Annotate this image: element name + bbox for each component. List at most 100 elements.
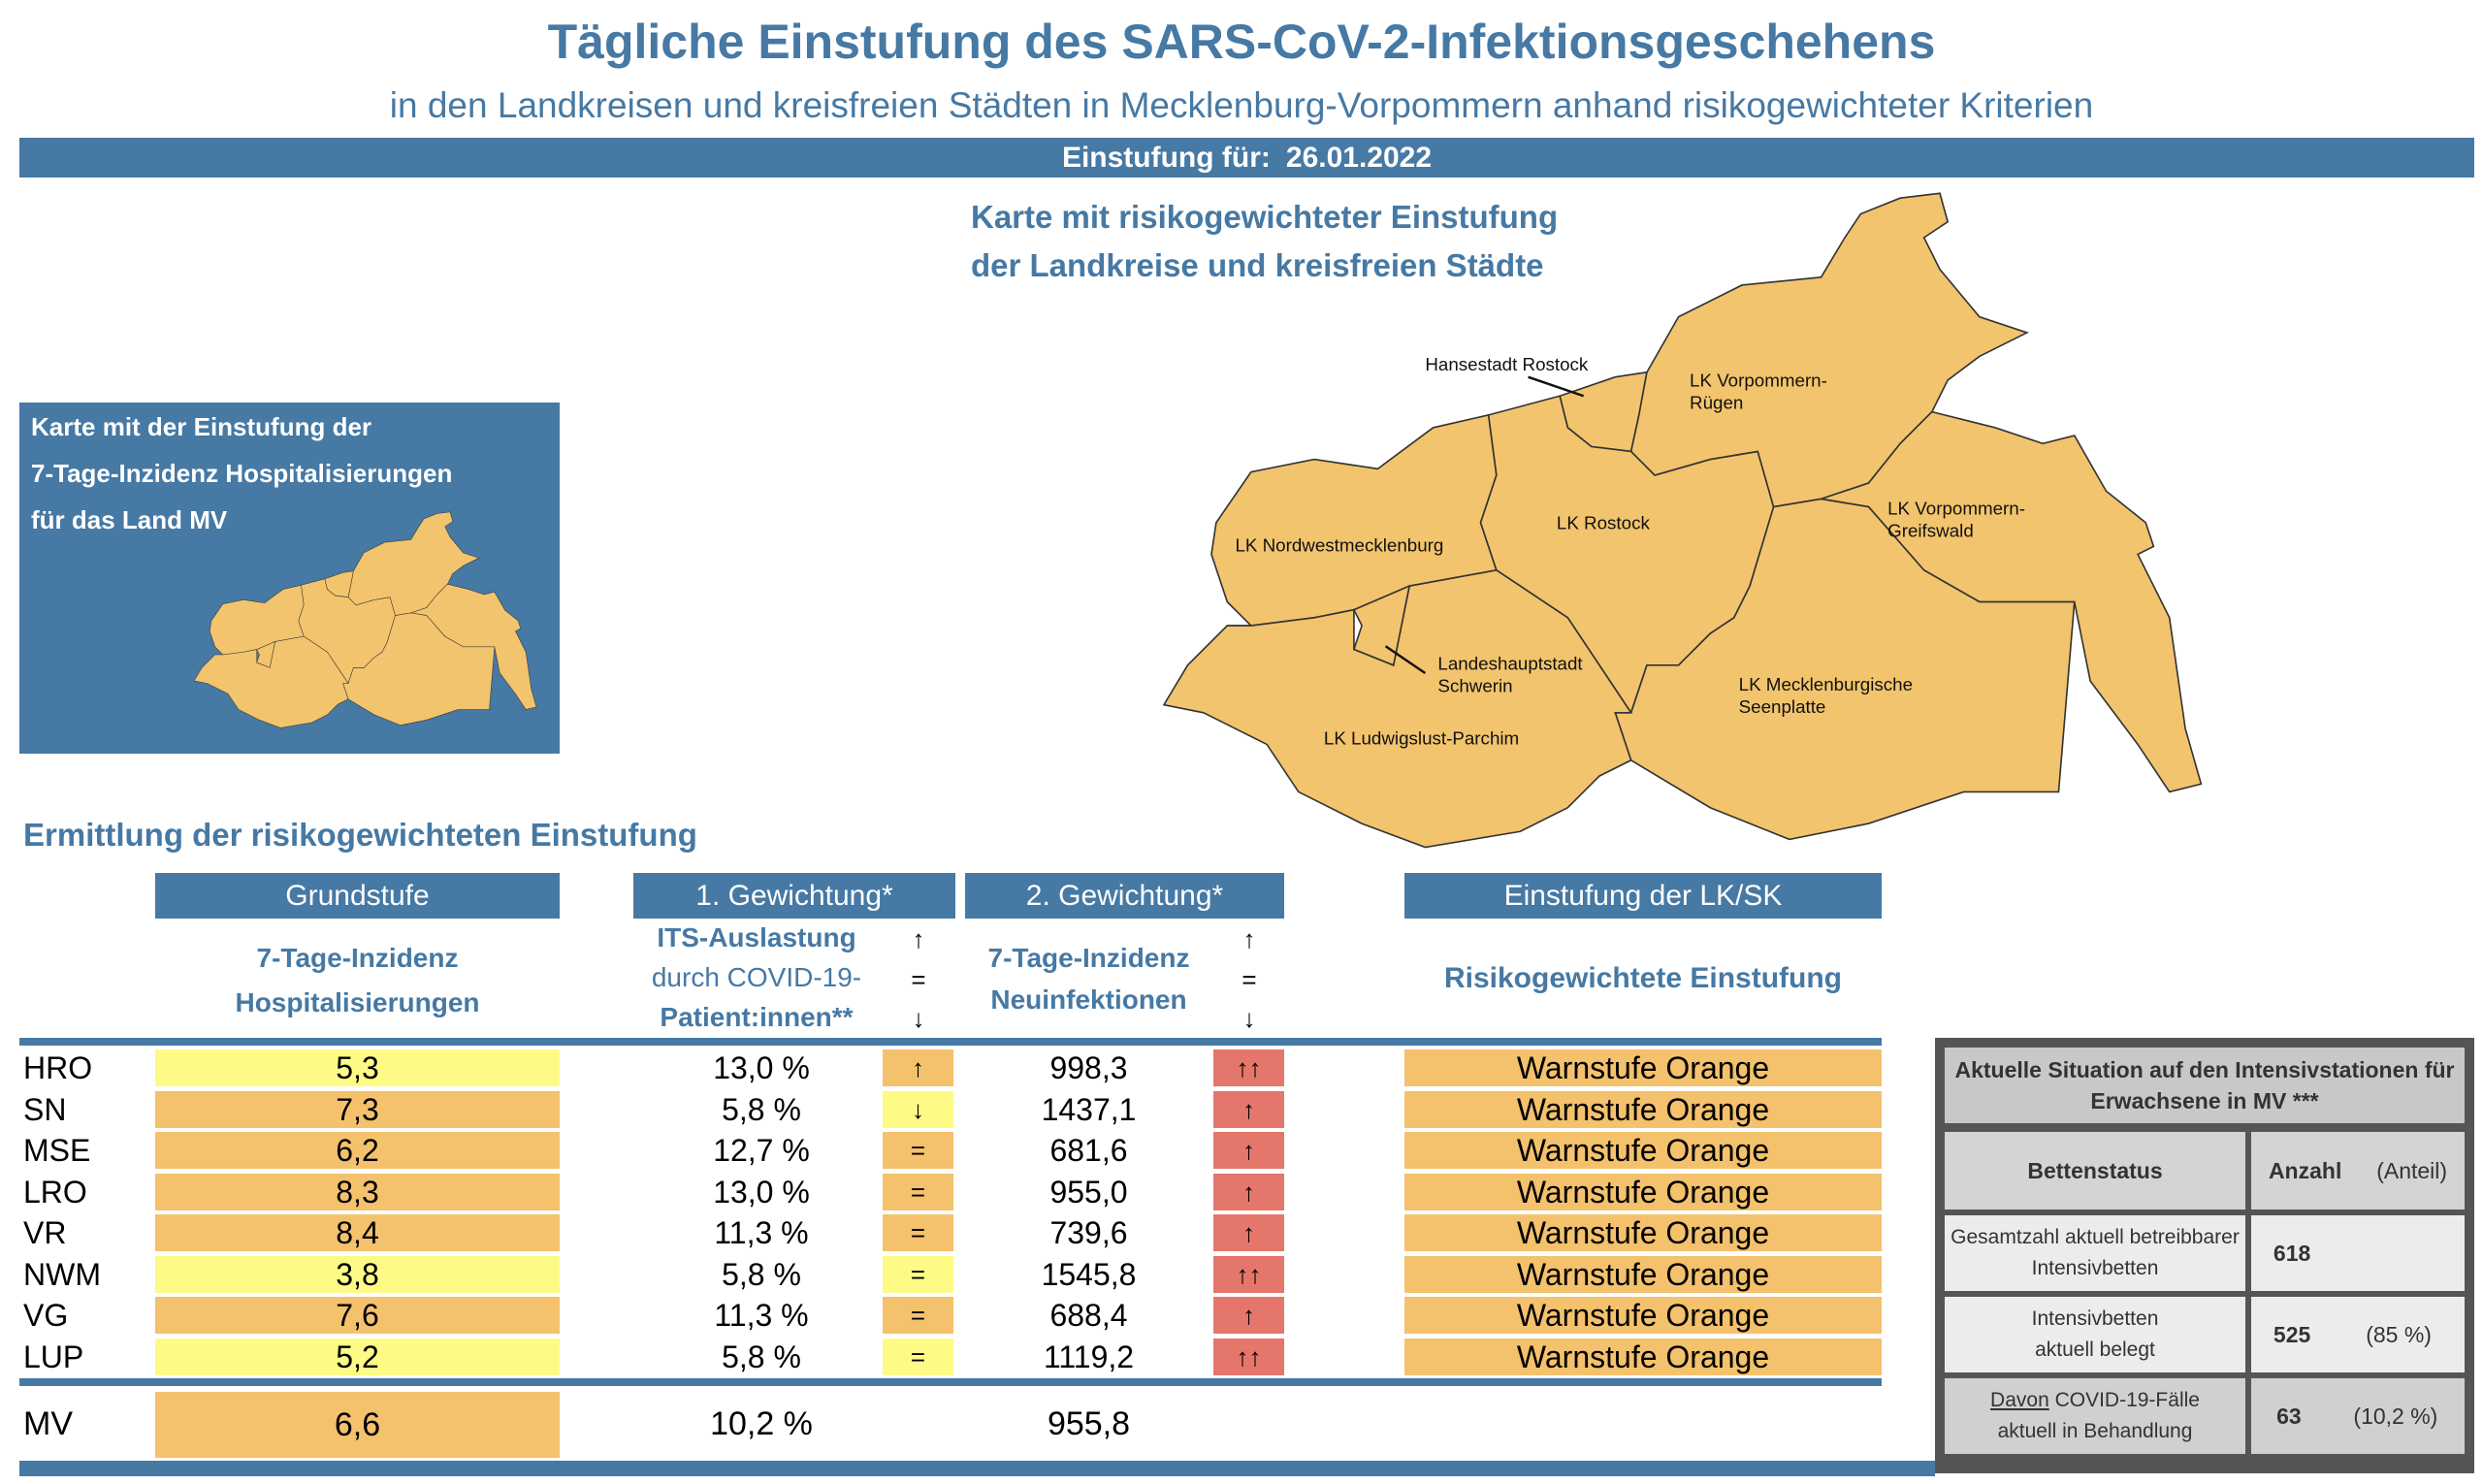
risk-level: Warnstufe Orange	[1404, 1297, 1882, 1334]
icu-row-label: Gesamtzahl aktuell betreibbarer Intensivb…	[1945, 1215, 2245, 1291]
risk-level: Warnstufe Orange	[1404, 1049, 1882, 1086]
region-code: MSE	[23, 1133, 91, 1168]
new-infection-incidence: 739,6	[1049, 1215, 1128, 1250]
total-region: MV	[23, 1405, 73, 1442]
hosp-incidence: 5,2	[155, 1338, 560, 1375]
its-trend-icon: =	[883, 1255, 953, 1293]
sub-grund-1: 7-Tage-Inzidenz	[256, 943, 459, 973]
hosp-incidence: 7,6	[155, 1297, 560, 1334]
new-infection-incidence: 1437,1	[1041, 1091, 1137, 1127]
new-infection-incidence: 1545,8	[1041, 1256, 1137, 1292]
icu-row-values: 525 (85 %)	[2251, 1297, 2465, 1372]
region-code: SN	[23, 1091, 67, 1127]
label-nwm: LK Nordwestmecklenburg	[1235, 534, 1443, 555]
sub-its-3: Patient:innen**	[660, 1002, 854, 1032]
hosp-incidence: 6,2	[155, 1132, 560, 1169]
its-load: 13,0 %	[713, 1174, 810, 1210]
date-label: Einstufung für:	[1061, 142, 1271, 174]
header-gewichtung-1: 1. Gewichtung*	[633, 873, 955, 919]
table-row: HRO 5,3 13,0 % ↑ 998,3 ↑↑ Warnstufe Orange	[0, 1048, 1901, 1087]
inz-trend-icon: ↑↑	[1213, 1338, 1284, 1375]
icu-row-values: 618	[2251, 1215, 2465, 1291]
risk-level: Warnstufe Orange	[1404, 1173, 1882, 1210]
sub-its-2: durch COVID-19-	[651, 962, 862, 992]
legend-up-1: ↑	[912, 924, 925, 953]
total-row: MV 6,6 10,2 % 955,8	[0, 1391, 1901, 1458]
legend-down-1: ↓	[912, 1004, 925, 1033]
new-infection-incidence: 681,6	[1049, 1133, 1128, 1168]
its-load: 13,0 %	[713, 1050, 810, 1085]
map-title-line2: der Landkreise und kreisfreien Städte	[971, 247, 1544, 283]
icu-row-count: 618	[2273, 1241, 2311, 1266]
label-hro: Hansestadt Rostock	[1425, 354, 1589, 374]
icu-row-label-1: Gesamtzahl aktuell betreibbarer	[1951, 1226, 2240, 1248]
label-vg-1: LK Vorpommern-	[1887, 499, 2025, 519]
its-trend-icon: =	[883, 1132, 953, 1169]
legend-eq-2: =	[1242, 965, 1257, 994]
inz-trend-icon: ↑	[1213, 1132, 1284, 1169]
icu-row-label: Davon COVID-19-Fälle aktuell in Behandlun…	[1945, 1378, 2245, 1454]
table-row: LUP 5,2 5,8 % = 1119,2 ↑↑ Warnstufe Orange	[0, 1338, 1901, 1376]
new-infection-incidence: 1119,2	[1043, 1339, 1135, 1374]
label-sn-1: Landeshauptstadt	[1437, 654, 1583, 674]
inz-trend-icon: ↑	[1213, 1297, 1284, 1334]
section-title: Ermittlung der risikogewichteten Einstuf…	[23, 817, 697, 853]
region-code: NWM	[23, 1256, 101, 1292]
region-code: VR	[23, 1215, 67, 1250]
state-map-title-1: Karte mit der Einstufung der	[31, 412, 372, 441]
its-load: 11,3 %	[714, 1298, 809, 1333]
risk-level: Warnstufe Orange	[1404, 1338, 1882, 1375]
risk-level: Warnstufe Orange	[1404, 1090, 1882, 1128]
legend-down-2: ↓	[1242, 1004, 1256, 1033]
header-gewichtung-2: 2. Gewichtung*	[965, 873, 1284, 919]
legend-up-2: ↑	[1242, 924, 1256, 953]
icu-row-count: 63	[2276, 1403, 2302, 1429]
date-bar: Einstufung für: 26.01.2022	[19, 138, 2474, 177]
its-load: 11,3 %	[714, 1215, 809, 1250]
its-trend-icon: =	[883, 1214, 953, 1251]
icu-row-label: Intensivbetten aktuell belegt	[1945, 1297, 2245, 1372]
region-code: LUP	[23, 1339, 84, 1374]
sub-its-1: ITS-Auslastung	[657, 922, 856, 952]
icu-row-label-underlined: Davon	[1990, 1389, 2049, 1411]
inz-trend-icon: ↑↑	[1213, 1255, 1284, 1293]
inz-trend-icon: ↑	[1213, 1090, 1284, 1128]
footer-bar	[19, 1461, 1935, 1476]
region-code: LRO	[23, 1174, 87, 1210]
label-vr-1: LK Vorpommern-	[1690, 370, 1827, 390]
sub-risk: Risikogewichtete Einstufung	[1443, 962, 1843, 994]
region-code: VG	[23, 1298, 69, 1333]
new-infection-incidence: 955,0	[1049, 1174, 1128, 1210]
sub-grund-2: Hospitalisierungen	[235, 987, 480, 1017]
table-row: VR 8,4 11,3 % = 739,6 ↑ Warnstufe Orange	[0, 1213, 1901, 1252]
hosp-incidence: 8,4	[155, 1214, 560, 1251]
label-mse-1: LK Mecklenburgische	[1739, 674, 1913, 694]
icu-col-status: Bettenstatus	[1945, 1132, 2245, 1210]
total-hosp: 6,6	[155, 1392, 560, 1458]
hosp-incidence: 8,3	[155, 1173, 560, 1210]
new-infection-incidence: 688,4	[1049, 1298, 1128, 1333]
region-code: HRO	[23, 1050, 93, 1085]
new-infection-incidence: 998,3	[1049, 1050, 1128, 1085]
date-value: 26.01.2022	[1285, 142, 1433, 174]
icu-row-count: 525	[2273, 1322, 2311, 1347]
risk-level: Warnstufe Orange	[1404, 1132, 1882, 1169]
hosp-incidence: 5,3	[155, 1049, 560, 1086]
inz-trend-icon: ↑	[1213, 1214, 1284, 1251]
icu-row-label-2: Intensivbetten	[2031, 1257, 2159, 1279]
icu-col-count-cell: Anzahl (Anteil)	[2251, 1132, 2465, 1210]
inz-trend-icon: ↑	[1213, 1173, 1284, 1210]
icu-row-label-1: COVID-19-Fälle	[2048, 1389, 2200, 1411]
table-row: SN 7,3 5,8 % ↓ 1437,1 ↑ Warnstufe Orange	[0, 1090, 1901, 1129]
header-grundstufe: Grundstufe	[155, 873, 560, 919]
its-trend-icon: ↑	[883, 1049, 953, 1086]
table-row: VG 7,6 11,3 % = 688,4 ↑ Warnstufe Orange	[0, 1296, 1901, 1335]
state-map-title-3: für das Land MV	[31, 505, 228, 534]
sub-neu-1: 7-Tage-Inzidenz	[987, 943, 1190, 973]
its-trend-icon: =	[883, 1297, 953, 1334]
its-load: 5,8 %	[722, 1256, 801, 1292]
risk-level: Warnstufe Orange	[1404, 1255, 1882, 1293]
hosp-incidence: 3,8	[155, 1255, 560, 1293]
label-sn-2: Schwerin	[1437, 676, 1512, 696]
